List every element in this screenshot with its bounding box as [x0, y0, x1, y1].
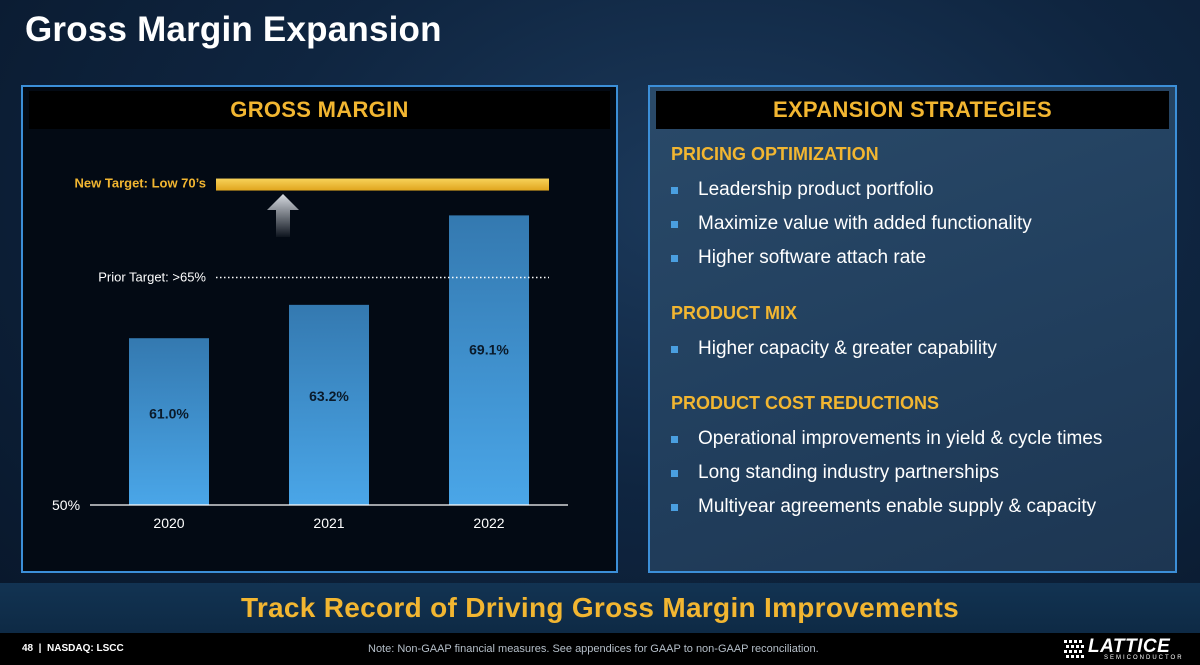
- x-tick-label: 2020: [153, 515, 184, 531]
- list-item: Multiyear agreements enable supply & cap…: [671, 496, 1096, 518]
- bullet-text: Long standing industry partnerships: [698, 462, 1000, 483]
- bullet-square-icon: [671, 345, 678, 353]
- gross-margin-panel: GROSS MARGIN 61.0% 2020 63.2% 2021 69.1% 2022…: [21, 85, 618, 573]
- prior-target-label: Prior Target: >65%: [98, 270, 206, 285]
- bar-2022: [449, 215, 529, 506]
- y-baseline-label: 50%: [52, 497, 80, 513]
- section-title-pricing: PRICING OPTIMIZATION: [671, 144, 879, 164]
- bullet-square-icon: [671, 186, 678, 194]
- bar-2020: [129, 338, 209, 505]
- bar-value-label: 63.2%: [309, 388, 349, 404]
- bullet-square-icon: [671, 469, 678, 477]
- footer-note: Note: Non-GAAP financial measures. See a…: [368, 643, 819, 655]
- bullet-text: Operational improvements in yield & cycl…: [698, 428, 1103, 449]
- bullet-square-icon: [671, 254, 678, 262]
- lattice-logo: LATTICE SEMICONDUCTOR: [1064, 635, 1184, 663]
- section-title-product-mix: PRODUCT MIX: [671, 303, 797, 323]
- section-title-cost-reductions: PRODUCT COST REDUCTIONS: [671, 393, 940, 413]
- footer: 48 | NASDAQ: LSCC Note: Non-GAAP financi…: [0, 633, 1200, 665]
- gross-margin-chart: 61.0% 2020 63.2% 2021 69.1% 2022 50% Prior Ta…: [52, 176, 568, 531]
- bar-2021: [289, 304, 369, 505]
- list-item: Long standing industry partnerships: [671, 462, 999, 484]
- bullet-text: Leadership product portfolio: [698, 179, 934, 200]
- list-item: Maximize value with added functionality: [671, 213, 1032, 235]
- up-arrow-icon: [267, 194, 299, 237]
- lattice-logo-mark-icon: [1064, 640, 1084, 658]
- x-tick-label: 2021: [313, 515, 344, 531]
- logo-text: LATTICE: [1088, 636, 1171, 657]
- list-item: Operational improvements in yield & cycl…: [671, 428, 1102, 450]
- track-record-banner: Track Record of Driving Gross Margin Imp…: [0, 583, 1200, 633]
- slide-title: Gross Margin Expansion: [25, 10, 442, 49]
- bullet-text: Multiyear agreements enable supply & cap…: [698, 496, 1097, 517]
- bullet-text: Higher software attach rate: [698, 247, 927, 268]
- x-tick-label: 2022: [473, 515, 504, 531]
- page-number-ticker: 48 | NASDAQ: LSCC: [22, 643, 124, 654]
- expansion-strategies-header: EXPANSION STRATEGIES: [656, 91, 1169, 129]
- bullet-square-icon: [671, 220, 678, 228]
- bar-value-label: 69.1%: [469, 341, 509, 357]
- gross-margin-header: GROSS MARGIN: [29, 91, 610, 129]
- list-item: Leadership product portfolio: [671, 179, 934, 201]
- logo-subtext: SEMICONDUCTOR: [1104, 655, 1184, 661]
- bullet-square-icon: [671, 503, 678, 511]
- bullet-text: Higher capacity & greater capability: [698, 338, 997, 359]
- new-target-band: [216, 178, 549, 191]
- expansion-strategies-panel: EXPANSION STRATEGIES PRICING OPTIMIZATIO…: [648, 85, 1177, 573]
- new-target-label: New Target: Low 70’s: [75, 176, 206, 191]
- list-item: Higher software attach rate: [671, 247, 926, 269]
- bullet-square-icon: [671, 435, 678, 443]
- bar-value-label: 61.0%: [149, 405, 189, 421]
- bullet-text: Maximize value with added functionality: [698, 213, 1032, 234]
- list-item: Higher capacity & greater capability: [671, 338, 997, 360]
